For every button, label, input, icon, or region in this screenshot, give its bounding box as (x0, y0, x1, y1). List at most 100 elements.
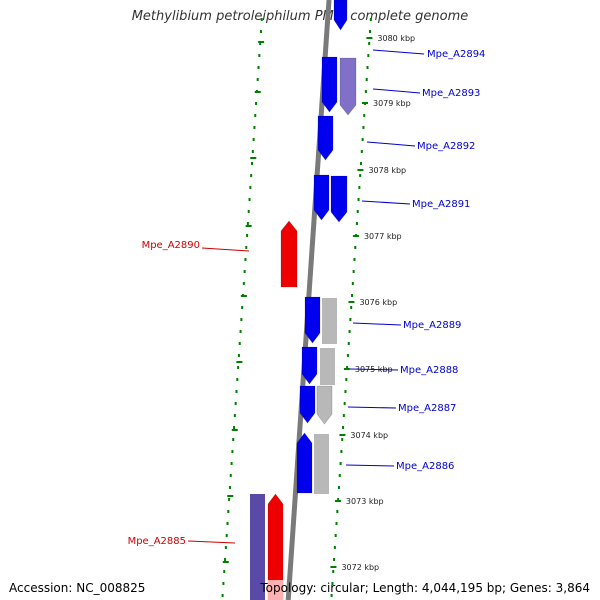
inner-ring-dot (247, 210, 250, 213)
outer-ring-dot (351, 294, 354, 297)
inner-ring-dot (237, 366, 240, 369)
outer-ring-dot (359, 174, 362, 177)
outer-ring-dot (354, 246, 357, 249)
inner-ring-dot (250, 162, 253, 165)
inner-ring-dot (235, 390, 238, 393)
outer-ring-dot (344, 390, 347, 393)
inner-ring-dot (223, 570, 226, 573)
outer-ring-dot (363, 114, 366, 117)
outer-ring-dot (332, 570, 335, 573)
outer-ring-dot (335, 522, 338, 525)
tick-label: 3072 kbp (341, 563, 379, 572)
outer-ring-dot (357, 198, 360, 201)
gene-label-leader (347, 406, 397, 409)
outer-ring-dot (356, 210, 359, 213)
inner-ring-dot (228, 498, 231, 501)
gene-label: Mpe_A2885 (128, 536, 186, 547)
gene-arrow (317, 115, 334, 161)
gene-block (250, 494, 265, 600)
pseudogene-block (322, 298, 337, 344)
gene-label-leader (372, 88, 421, 94)
pseudogene-block (320, 348, 335, 385)
inner-ring-dot (228, 486, 231, 489)
gene-arrow (321, 56, 338, 113)
outer-ring-dot (350, 306, 353, 309)
outer-ring-dot (364, 90, 367, 93)
gene-label: Mpe_A2886 (396, 461, 454, 472)
inner-ring-dot (226, 522, 229, 525)
inner-ring-dot (221, 594, 224, 597)
outer-ring-dot (359, 162, 362, 165)
inner-ring-dot (239, 330, 242, 333)
inner-ring-dot (222, 582, 225, 585)
outer-ring-dot (337, 498, 340, 501)
outer-ring-dot (334, 534, 337, 537)
inner-ring-dot (229, 474, 232, 477)
outer-ring-dot (340, 450, 343, 453)
gene-arrow (299, 385, 316, 424)
inner-ring-dot (238, 342, 241, 345)
gene-block (268, 580, 283, 600)
gene-label-leader (349, 368, 399, 371)
inner-ring-dot (257, 66, 260, 69)
gene-label-leader (201, 247, 250, 252)
inner-ring-dot (240, 318, 243, 321)
inner-ring-dot (231, 450, 234, 453)
gene-label: Mpe_A2890 (142, 240, 200, 251)
outer-ring-dot (331, 582, 334, 585)
outer-ring-dot (365, 78, 368, 81)
gene-label-leader (372, 49, 425, 55)
gene-arrow (330, 175, 348, 223)
gene-label: Mpe_A2893 (422, 88, 480, 99)
gene-arrow (301, 346, 318, 385)
outer-ring-dot (360, 150, 363, 153)
inner-ring-dot (241, 306, 244, 309)
outer-ring-dot (342, 414, 345, 417)
outer-ring-dot (330, 594, 333, 597)
inner-ring-dot (233, 426, 236, 429)
outer-ring-dot (362, 126, 365, 129)
inner-ring-dot (237, 354, 240, 357)
inner-ring-dot (227, 510, 230, 513)
outer-ring-dot (368, 42, 371, 45)
gene-label-leader (345, 464, 395, 467)
inner-ring-dot (249, 186, 252, 189)
gene-label: Mpe_A2894 (427, 49, 485, 60)
gene-arrow (267, 493, 284, 600)
inner-ring-dot (254, 114, 257, 117)
gene-label-leader (366, 141, 416, 147)
inner-ring-dot (243, 270, 246, 273)
gene-label: Mpe_A2889 (403, 320, 461, 331)
outer-ring-dot (353, 258, 356, 261)
inner-ring-dot (245, 246, 248, 249)
gene-arrow (304, 296, 321, 344)
gene-label-leader (352, 322, 402, 326)
gene-arrow (313, 174, 330, 221)
outer-ring-dot (351, 282, 354, 285)
inner-ring-dot (236, 378, 239, 381)
inner-ring-dot (251, 150, 254, 153)
tick-label: 3080 kbp (377, 34, 415, 43)
outer-ring-dot (355, 222, 358, 225)
gene-label-leader (187, 540, 236, 544)
inner-ring-dot (242, 282, 245, 285)
inner-ring-dot (244, 258, 247, 261)
inner-ring-dot (230, 462, 233, 465)
tick-label: 3073 kbp (346, 497, 384, 506)
gene-label: Mpe_A2888 (400, 365, 458, 376)
gene-arrow (333, 0, 348, 31)
gene-arrow (296, 432, 313, 494)
outer-ring-dot (366, 66, 369, 69)
outer-ring-dot (346, 354, 349, 357)
inner-ring-dot (256, 78, 259, 81)
outer-ring-dot (333, 558, 336, 561)
outer-ring-dot (352, 270, 355, 273)
inner-ring-dot (232, 438, 235, 441)
inner-ring-dot (258, 54, 261, 57)
inner-ring-dot (224, 546, 227, 549)
outer-ring-dot (343, 402, 346, 405)
inner-ring-dot (250, 174, 253, 177)
outer-ring-dot (342, 426, 345, 429)
